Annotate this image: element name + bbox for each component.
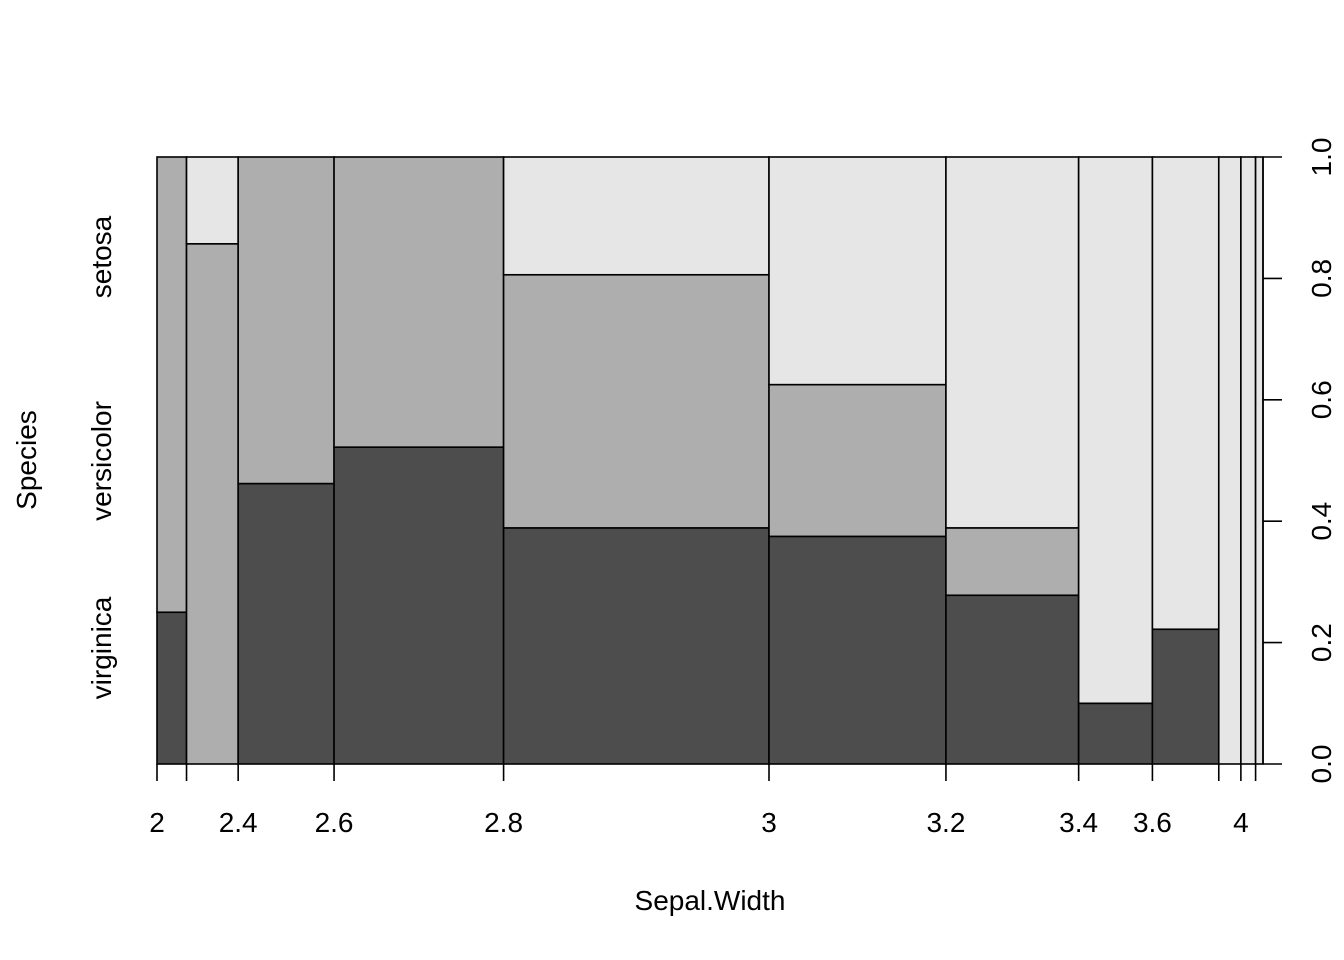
bar-segment-setosa [1077,156,1154,705]
bar-segment-versicolor [333,156,505,448]
bar-segment-versicolor [156,156,188,614]
bar-segment-virginica [237,482,335,765]
bar-segment-versicolor [768,383,947,538]
bar-segment-setosa [945,156,1080,529]
x-tick-label: 4 [1233,807,1249,838]
x-tick-label: 2.4 [219,807,258,838]
x-axis-title: Sepal.Width [635,885,786,916]
bars-group [156,156,1264,765]
bar-segment-setosa [185,156,239,245]
category-label-setosa: setosa [86,215,117,298]
y-tick-label: 0.2 [1306,623,1337,662]
y-tick-label: 0.0 [1306,745,1337,784]
bar-segment-versicolor [502,273,770,529]
bar-segment-setosa [1151,156,1220,631]
bar-segment-virginica [945,594,1080,765]
y-axis-title: Species [11,410,42,510]
x-tick-label: 2.6 [315,807,354,838]
category-label-virginica: virginica [86,596,117,699]
bar-segment-setosa [768,156,947,386]
bar-segment-versicolor [237,156,335,485]
y-tick-label: 0.4 [1306,502,1337,541]
x-tick-label: 2.8 [484,807,523,838]
y-axis-right: 0.0 0.2 0.4 0.6 0.8 1.0 [1262,138,1337,784]
bar-segment-versicolor [945,527,1080,597]
bar-segment-setosa [1254,156,1264,765]
x-tick-label: 2 [149,807,165,838]
bar-segment-virginica [156,611,188,765]
x-axis: 2 2.4 2.6 2.8 3 3.2 3.4 3.6 4 [149,764,1257,838]
bar-segment-setosa [502,156,770,276]
bar-segment-virginica [1151,628,1220,765]
bar-segment-virginica [1077,702,1154,765]
category-axis-labels: virginica versicolor setosa [86,215,117,699]
category-label-versicolor: versicolor [86,401,117,521]
y-tick-label: 0.8 [1306,259,1337,298]
bar-segment-versicolor [185,243,239,765]
x-tick-label: 3.2 [926,807,965,838]
x-tick-label: 3 [761,807,777,838]
x-tick-label: 3.4 [1059,807,1098,838]
bar-segment-virginica [502,527,770,765]
bar-segment-virginica [768,535,947,765]
y-tick-label: 0.6 [1306,380,1337,419]
y-tick-label: 1.0 [1306,138,1337,177]
bar-segment-setosa [1217,156,1242,765]
bar-segment-setosa [1240,156,1257,765]
bar-segment-virginica [333,446,505,765]
x-tick-label: 3.6 [1133,807,1172,838]
